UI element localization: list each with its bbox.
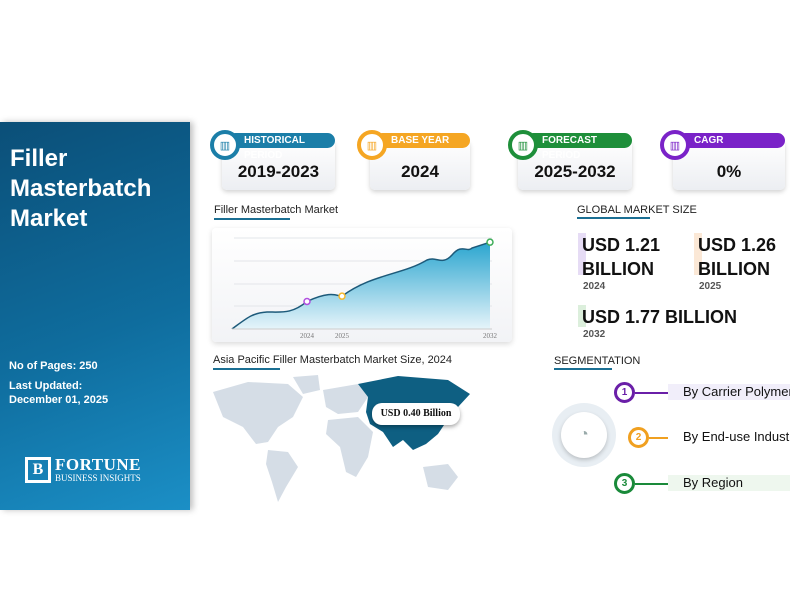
market-size-2025: USD 1.26 BILLION 2025 [694,233,790,292]
segment-label[interactable]: By Region [668,475,790,491]
title-underline [554,368,612,370]
accent-bar [578,233,586,275]
page-count: No of Pages: 250 [9,360,98,372]
logo-text: FORTUNE [55,455,142,474]
data-point-2024 [303,297,311,306]
world-map [213,375,470,502]
card-box [370,140,470,190]
year: 2032 [583,329,606,340]
chart-panel: 2024 2025 2032 [212,228,512,342]
pie-chart-icon: ◔ [561,412,607,458]
x-tick-label: 2025 [335,332,350,340]
global-market-title: GLOBAL MARKET SIZE [577,204,697,216]
card-value: 2025-2032 [534,162,616,181]
segment-number: 1 [614,382,635,403]
year: 2025 [699,281,722,292]
unit: BILLION [582,259,654,279]
segment-number: 3 [614,473,635,494]
map-title: Asia Pacific Filler Masterbatch Market S… [213,354,453,366]
card-label: FORECAST PERIOD [526,133,632,161]
segmentation-hub: ◔ [552,403,616,467]
connector-line [635,392,668,394]
card-box [222,140,335,190]
report-title: Filler Masterbatch Market [10,145,152,232]
segment-label[interactable]: By End-use Industry [668,429,790,445]
data-point-2032 [486,238,494,246]
series-line [231,241,491,330]
x-tick-label: 2024 [300,332,315,340]
calendar-icon: ▥ [357,130,387,160]
market-size-2024: USD 1.21 BILLION 2024 [578,233,688,292]
card-value: 2024 [401,162,439,181]
chart-title: Filler Masterbatch Market [214,204,339,216]
greenland [293,375,320,394]
segment-label[interactable]: By Carrier Polymer [668,384,790,400]
title-underline [214,218,290,220]
growth-chart-icon: ▥ [660,130,690,160]
segmentation-title: SEGMENTATION [554,355,641,367]
fortune-logo: B FORTUNE BUSINESS INSIGHTS [25,456,141,483]
title-underline [213,368,280,370]
asia-callout: USD 0.40 Billion [372,403,460,425]
amount: USD 1.77 BILLION [582,307,738,327]
title-underline [577,217,650,219]
card-label: CAGR [678,133,785,148]
accent-bar [694,233,702,275]
card-box [673,140,785,190]
year: 2024 [583,281,606,292]
connector-line [649,437,668,439]
logo-mark-icon: B [25,456,51,483]
card-label: HISTORICAL PERIOD [228,133,335,161]
x-tick-label: 2032 [483,332,498,340]
south-america [266,450,298,502]
australia [423,464,458,490]
logo-subtext: BUSINESS INSIGHTS [55,473,141,483]
accent-bar [578,305,586,327]
card-value: 0% [716,162,742,181]
unit: BILLION [698,259,770,279]
card-value: 2019-2023 [237,162,320,181]
connector-line [635,483,668,485]
africa [326,417,373,477]
europe [323,384,368,414]
last-updated-date: December 01, 2025 [9,394,109,406]
data-point-2025 [338,292,346,300]
bar-chart-icon: ▥ [210,130,240,160]
amount: USD 1.21 [582,235,661,255]
segment-number: 2 [628,427,649,448]
amount: USD 1.26 [698,235,777,255]
sidebar-panel: Filler Masterbatch Market No of Pages: 2… [0,122,190,510]
last-updated-label: Last Updated: [9,380,83,392]
card-label: BASE YEAR [375,133,470,148]
market-size-2032: USD 1.77 BILLION 2032 [578,305,737,340]
market-chart: 2024 2025 2032 [231,237,498,340]
forecast-chart-icon: ▥ [508,130,538,160]
north-america [213,382,303,444]
